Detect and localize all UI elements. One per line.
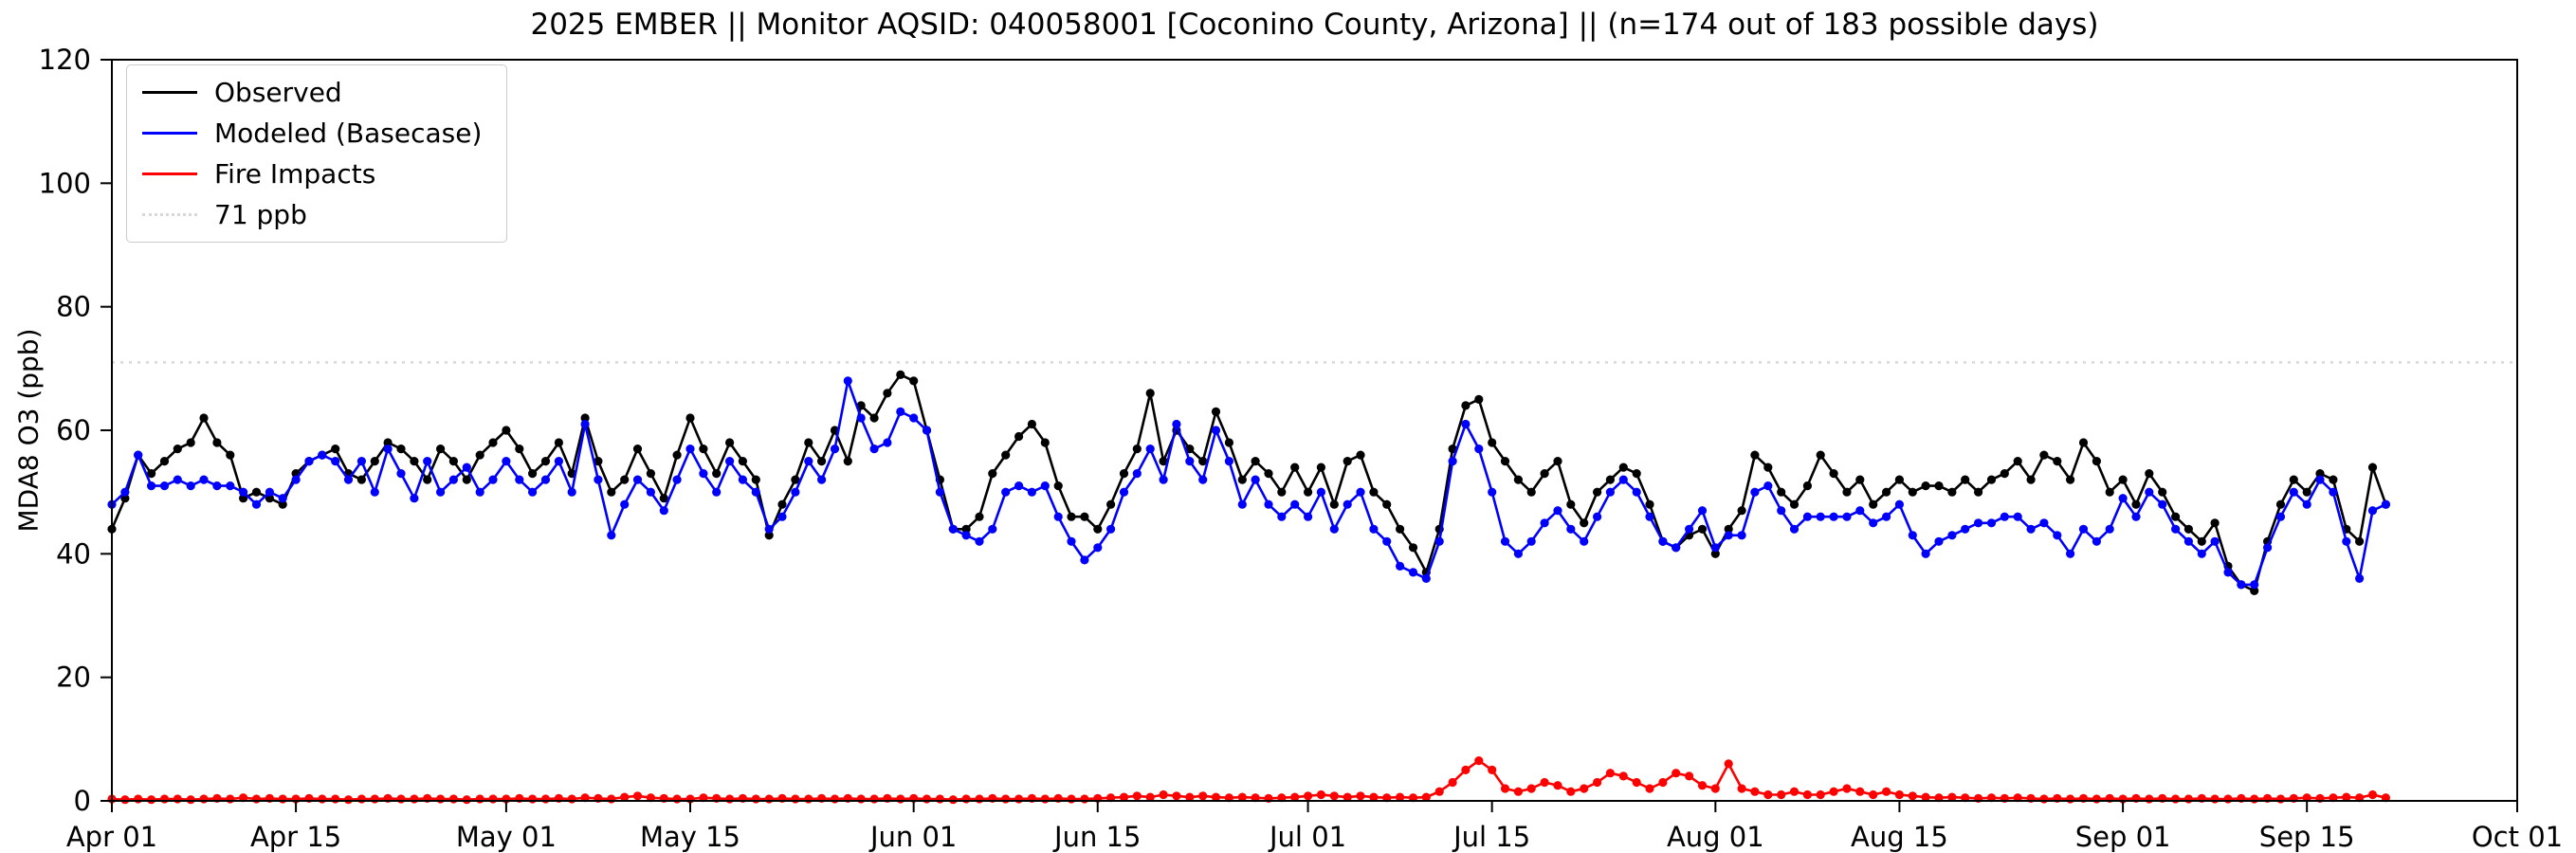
legend-row-observed: Observed [142,77,482,108]
y-tick-label: 120 [39,44,91,76]
legend-label-threshold: 71 ppb [214,199,307,230]
observed-line-icon [142,91,197,94]
x-tick-label: Aug 01 [1667,821,1764,853]
legend-row-fire: Fire Impacts [142,158,482,190]
x-tick-label: Jul 15 [1452,821,1530,853]
legend-row-threshold: 71 ppb [142,199,482,230]
x-tick-label: Apr 01 [66,821,157,853]
legend-label-modeled: Modeled (Basecase) [214,118,483,149]
legend-label-observed: Observed [214,77,342,108]
x-tick-label: Jun 01 [868,821,957,853]
y-tick-label: 20 [56,662,91,694]
series-fire-impacts [107,756,2390,805]
chart-title: 2025 EMBER || Monitor AQSID: 040058001 [… [530,8,2099,42]
x-tick-label: Jun 15 [1052,821,1141,853]
x-tick-label: Sep 01 [2075,821,2171,853]
y-tick-label: 0 [74,785,91,817]
series-modeled-basecase [107,375,2390,590]
legend-label-fire: Fire Impacts [214,158,376,190]
x-tick-label: Jul 01 [1268,821,1346,853]
legend-box: Observed Modeled (Basecase) Fire Impacts… [126,64,508,243]
x-tick-label: May 01 [456,821,557,853]
x-tick-label: Oct 01 [2472,821,2563,853]
y-tick-label: 100 [39,167,91,199]
x-tick-label: May 15 [640,821,740,853]
x-tick-label: Sep 15 [2259,821,2355,853]
y-axis: 0 20 40 60 80 100 120 [39,44,112,817]
x-tick-label: Aug 15 [1851,821,1948,853]
x-axis: Apr 01 Apr 15 May 01 May 15 Jun 01 Jun 15 Jul … [66,801,2563,853]
fire-line-icon [142,172,197,175]
y-tick-label: 80 [56,291,91,323]
y-tick-label: 40 [56,537,91,570]
y-tick-label: 60 [56,414,91,446]
series-observed [107,370,2390,596]
legend-row-modeled: Modeled (Basecase) [142,118,482,149]
x-tick-label: Apr 15 [250,821,341,853]
modeled-line-icon [142,132,197,135]
threshold-line-icon [142,213,197,216]
